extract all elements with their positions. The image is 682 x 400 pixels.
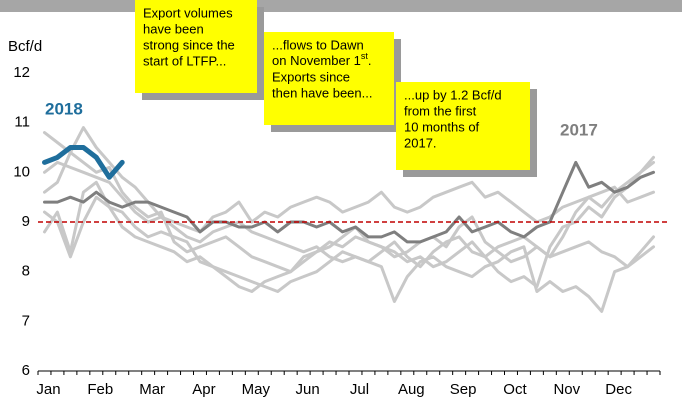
x-tick-label: Jan [36,381,60,398]
callout-text: from the first [404,103,477,118]
y-tick-label: 7 [22,312,30,329]
x-tick-label: Feb [87,381,113,398]
x-tick-label: May [242,381,271,398]
series-line [43,180,655,313]
callout-box [264,32,394,125]
callout-text: strong since the [143,37,235,52]
x-tick-label: Jul [350,381,369,398]
y-tick-label: 11 [14,114,30,131]
series-line [43,160,655,244]
top-bar [0,0,682,12]
callout-text-part: . [368,53,372,68]
y-tick-label: 12 [13,64,30,81]
y-tick-label: 10 [13,163,30,180]
series-line [43,126,655,269]
callout-box [135,0,257,93]
callout-text: ...up by 1.2 Bcf/d [404,87,502,102]
callout-text: Export volumes [143,5,233,20]
callout-box [396,82,530,170]
callout-text: ...flows to Dawn [272,37,364,52]
callout-text: 10 months of [404,119,480,134]
x-tick-label: Jun [296,381,320,398]
y-axis-label: Bcf/d [8,38,42,55]
series-line [43,195,655,293]
callout-text: then have been... [272,85,372,100]
callout-text: on November 1st. [272,51,372,68]
y-tick-label: 8 [22,263,30,280]
y-tick-label: 9 [22,213,30,230]
series-line [42,145,125,180]
y-tick-label: 6 [22,362,30,379]
callout-text: have been [143,21,204,36]
x-tick-label: Nov [553,381,580,398]
x-tick-label: Oct [503,381,527,398]
callout-text: Exports since [272,69,350,84]
callout-text: 2017. [404,135,437,150]
x-tick-label: Mar [139,381,165,398]
callout-text: start of LTFP... [143,53,226,68]
callout-superscript: st [361,51,369,61]
x-tick-label: Sep [450,381,477,398]
series-label: 2017 [560,120,598,139]
x-tick-label: Apr [192,381,215,398]
callout-text-part: on November 1 [272,53,361,68]
x-tick-label: Aug [398,381,425,398]
series-label: 2018 [45,99,83,118]
x-tick-label: Dec [605,381,632,398]
series-line [43,151,655,289]
